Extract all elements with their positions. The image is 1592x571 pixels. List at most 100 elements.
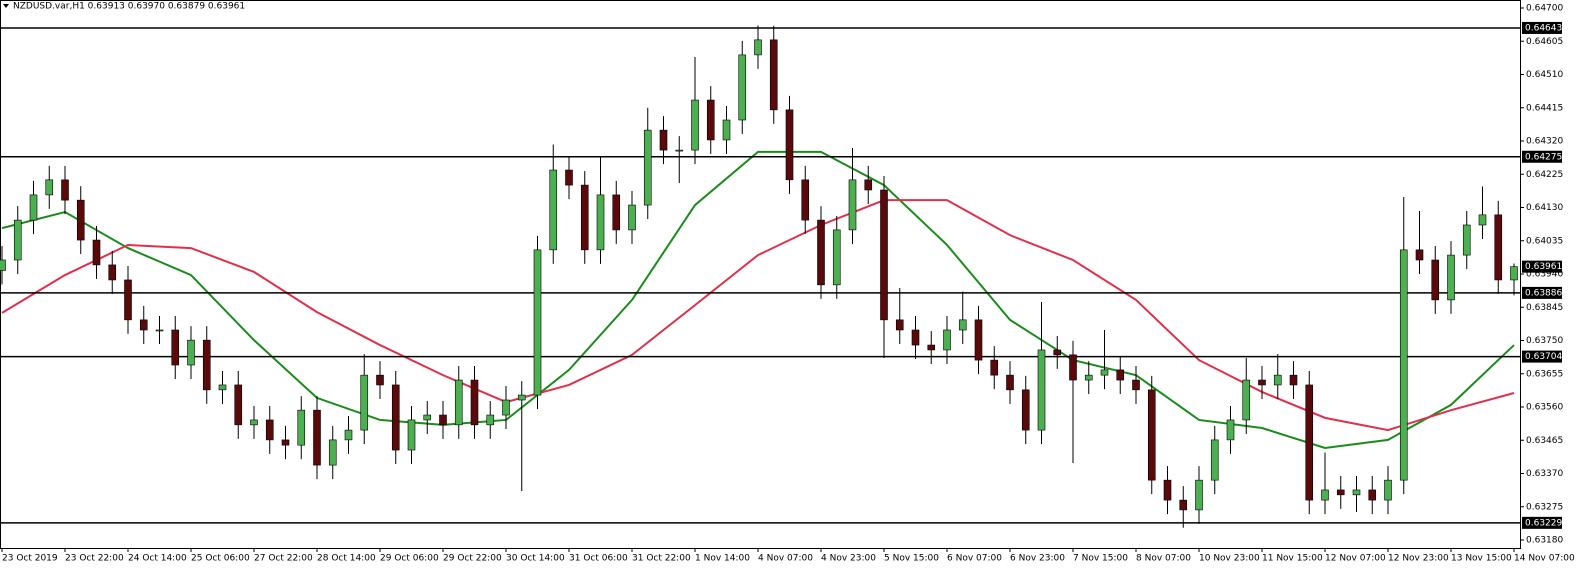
candle-body <box>1132 379 1140 391</box>
y-tick-label: 0.63275 <box>1526 502 1563 512</box>
y-tick-label: 0.64700 <box>1526 4 1563 14</box>
candle-body <box>643 129 652 206</box>
candle-body <box>565 169 573 186</box>
candle-body <box>265 419 274 441</box>
y-tick-label: 0.63655 <box>1526 369 1563 379</box>
candle-body <box>517 394 526 401</box>
candle-body <box>13 219 22 261</box>
candle-body <box>864 179 873 191</box>
candle-body <box>958 319 967 331</box>
level-label: 0.63229 <box>1525 518 1562 528</box>
current-price-bg <box>1522 260 1562 273</box>
candle-body <box>738 54 747 121</box>
candle-body <box>580 184 589 251</box>
candle-body <box>1069 354 1077 381</box>
x-tick-label: 12 Nov 23:00 <box>1388 554 1449 564</box>
level-label: 0.63886 <box>1525 288 1562 298</box>
candle-body <box>1210 439 1219 481</box>
y-tick-label: 0.64035 <box>1526 236 1563 246</box>
candle-body <box>139 319 148 331</box>
candle-body <box>1447 254 1455 301</box>
candle-body <box>1399 249 1408 481</box>
candle-body <box>1006 374 1014 391</box>
x-tick-label: 28 Oct 14:00 <box>317 554 376 564</box>
candle-body <box>1336 489 1345 496</box>
candle-body <box>1352 489 1361 496</box>
candle-body <box>1226 419 1235 441</box>
candle-body <box>344 429 353 441</box>
candle-body <box>1431 259 1440 301</box>
candle-body <box>1510 266 1518 281</box>
y-tick-label: 0.63465 <box>1526 436 1563 446</box>
x-tick-label: 5 Nov 15:00 <box>884 554 939 564</box>
candle-body <box>1289 374 1298 386</box>
x-tick-label: 23 Oct 2019 <box>2 554 58 564</box>
candle-body <box>628 204 636 231</box>
x-tick-label: 11 Nov 15:00 <box>1262 554 1323 564</box>
candle-body <box>659 129 668 151</box>
candle-body <box>817 219 825 286</box>
x-tick-label: 1 Nov 14:00 <box>695 554 750 564</box>
candle-body <box>313 409 321 466</box>
candle-body <box>454 379 463 426</box>
candle-body <box>1384 479 1392 501</box>
candle-body <box>297 409 306 446</box>
candle-body <box>108 264 117 281</box>
candle-body <box>1273 374 1282 386</box>
candle-body <box>769 39 778 111</box>
moving-average <box>1 150 1515 449</box>
x-tick-label: 31 Oct 22:00 <box>632 554 691 564</box>
candle-body <box>29 194 38 221</box>
candle-body <box>250 419 258 426</box>
candle-body <box>407 419 416 451</box>
candle-body <box>691 99 699 151</box>
candle-body <box>1147 389 1156 481</box>
level-label-bg <box>1522 516 1562 529</box>
x-tick-label: 23 Oct 22:00 <box>65 554 124 564</box>
x-tick-label: 13 Nov 15:00 <box>1451 554 1512 564</box>
level-label: 0.64643 <box>1525 23 1562 33</box>
candle-body <box>1368 489 1377 501</box>
candle-body <box>706 99 715 141</box>
y-tick-label: 0.63370 <box>1526 469 1563 479</box>
menu-icon[interactable] <box>3 4 9 8</box>
y-tick-label: 0.63560 <box>1526 403 1563 413</box>
candle-body <box>61 179 69 201</box>
candle-body <box>92 239 101 266</box>
candle-body <box>439 414 447 426</box>
candle-body <box>927 344 936 351</box>
x-tick-label: 8 Nov 07:00 <box>1136 554 1191 564</box>
candle-body <box>1037 349 1046 431</box>
candle-body <box>754 39 762 56</box>
candle-body <box>722 119 731 141</box>
y-tick-label: 0.64130 <box>1526 203 1563 213</box>
candle-body <box>880 189 888 321</box>
candle-body <box>0 259 6 271</box>
candle-body <box>171 329 180 366</box>
candle-body <box>990 359 999 376</box>
candle-body <box>76 199 85 241</box>
candle-body <box>187 339 195 366</box>
candle-body <box>549 169 558 251</box>
candle-body <box>832 229 841 286</box>
candle-body <box>533 249 542 396</box>
x-tick-label: 27 Oct 22:00 <box>254 554 313 564</box>
y-tick-label: 0.63180 <box>1526 536 1563 546</box>
candle-body <box>675 149 684 152</box>
candle-body <box>785 109 794 181</box>
level-label-bg <box>1522 350 1562 363</box>
y-tick-label: 0.63845 <box>1526 303 1563 313</box>
candle-body <box>974 319 983 361</box>
candle-body <box>360 374 369 431</box>
chart-title: NZDUSD.var,H1 0.63913 0.63970 0.63879 0.… <box>13 2 245 12</box>
candle-body <box>895 319 904 331</box>
candle-body <box>1462 224 1471 256</box>
plot-frame <box>0 0 1521 549</box>
candle-body <box>1195 479 1203 511</box>
candle-body <box>486 414 495 426</box>
candle-body <box>1321 489 1329 501</box>
candle-body <box>124 279 132 321</box>
x-tick-label: 24 Oct 14:00 <box>128 554 187 564</box>
level-label-bg <box>1522 286 1562 299</box>
